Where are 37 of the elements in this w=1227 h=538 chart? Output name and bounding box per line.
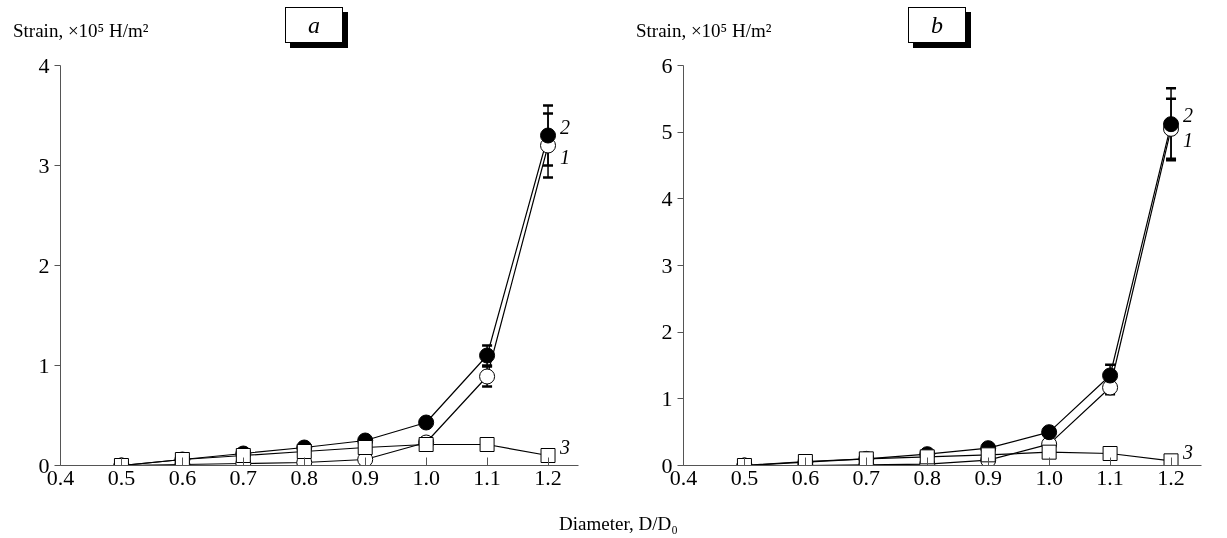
y-tick-label: 1 [661,385,673,411]
x-tick-label: 0.9 [351,464,379,490]
x-tick-label: 0.9 [974,464,1002,490]
x-tick-label: 0.5 [730,464,759,490]
y-tick-label: 2 [661,319,673,345]
series-label: 2 [560,115,571,138]
y-tick-label: 3 [38,152,50,178]
series-label: 1 [560,145,571,168]
x-tick-label: 1.0 [412,464,440,490]
y-tick-label: 3 [661,252,673,278]
x-tick-label: 0.7 [229,464,258,490]
x-tick-label: 0.6 [168,464,197,490]
y-tick-label: 1 [38,352,50,378]
x-tick-label: 1.2 [1157,464,1185,490]
chart-title: a [285,7,343,44]
x-axis-title: Diameter, D/D₀ [559,512,678,536]
x-tick-label: 0.8 [913,464,942,490]
y-tick-label: 5 [661,119,673,145]
x-tick-label: 0.8 [290,464,319,490]
series-label: 1 [1183,128,1194,151]
y-tick-label: 6 [661,52,673,78]
y-tick-label: 4 [38,52,50,78]
x-tick-label: 0.6 [791,464,820,490]
y-tick-label: 2 [38,252,50,278]
x-tick-label: 1.1 [473,464,501,490]
x-tick-label: 0.7 [852,464,881,490]
x-tick-label: 1.2 [534,464,562,490]
y-axis-title: Strain, ×10⁵ H/m² [636,19,772,43]
series-label: 2 [1183,104,1194,127]
x-tick-label: 1.1 [1096,464,1124,490]
x-tick-label: 1.0 [1035,464,1063,490]
chart-title: b [908,7,966,44]
y-axis-title: Strain, ×10⁵ H/m² [13,19,149,43]
series-label: 3 [559,435,571,458]
series-label: 3 [1182,440,1194,463]
y-tick-label: 4 [661,185,673,211]
x-tick-label: 0.5 [107,464,136,490]
